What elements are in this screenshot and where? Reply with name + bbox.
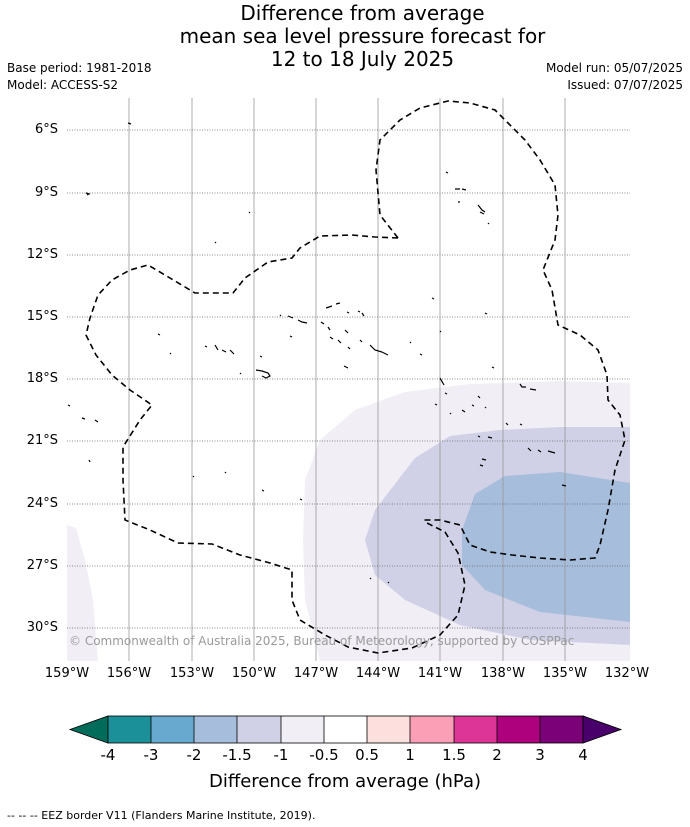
chart-title: Difference from average mean sea level p… <box>0 2 690 71</box>
lon-label-135w: 135°W <box>542 666 588 681</box>
title-line-1: Difference from average <box>240 1 485 25</box>
colorbar-tick: 4 <box>578 746 588 764</box>
lat-label-12s: 12°S <box>26 247 58 262</box>
model-run: Model run: 05/07/2025 <box>545 61 683 75</box>
eez-border <box>85 100 626 654</box>
title-line-3: 12 to 18 July 2025 <box>270 47 455 71</box>
colorbar-title: Difference from average (hPa) <box>208 771 482 792</box>
lon-label-138w: 138°W <box>480 666 526 681</box>
colorbar-tick: 1 <box>405 746 415 764</box>
lat-label-9s: 9°S <box>34 185 58 200</box>
colorbar-tick: -1.5 <box>222 746 252 764</box>
model-name: Model: ACCESS-S2 <box>7 78 119 92</box>
islands <box>67 122 567 584</box>
colorbar-tick: 0.5 <box>355 746 379 764</box>
lat-label-30s: 30°S <box>26 620 58 635</box>
anomaly-region-west <box>67 525 98 661</box>
lat-label-6s: 6°S <box>34 122 58 137</box>
lon-label-132w: 132°W <box>604 666 650 681</box>
anomaly-region-1-5 <box>462 472 630 622</box>
title-line-2: mean sea level pressure forecast for <box>179 24 546 48</box>
lat-label-21s: 21°S <box>26 433 58 448</box>
colorbar-tick: 3 <box>535 746 545 764</box>
colorbar-tick: -4 <box>100 746 116 764</box>
grid <box>128 98 566 661</box>
lon-label-141w: 141°W <box>417 666 463 681</box>
meta-right: Model run: 05/07/2025 Issued: 07/07/2025 <box>546 60 683 94</box>
lat-label-24s: 24°S <box>26 496 58 511</box>
colorbar-tick: -3 <box>143 746 159 764</box>
colorbar-tick: 2 <box>492 746 502 764</box>
lon-label-159w: 159°W <box>44 666 90 681</box>
copyright-note: © Commonwealth of Australia 2025, Bureau… <box>69 634 575 648</box>
base-period: Base period: 1981-2018 <box>7 61 152 75</box>
lon-label-147w: 147°W <box>293 666 339 681</box>
lon-label-144w: 144°W <box>355 666 401 681</box>
lon-label-153w: 153°W <box>169 666 215 681</box>
lat-label-15s: 15°S <box>26 309 58 324</box>
footer-note: -- -- -- EEZ border V11 (Flanders Marine… <box>7 809 316 822</box>
meta-left: Base period: 1981-2018 Model: ACCESS-S2 <box>7 60 152 94</box>
lat-label-18s: 18°S <box>26 371 58 386</box>
issued-date: Issued: 07/07/2025 <box>567 78 683 92</box>
map-area <box>67 381 630 661</box>
colorbar-tick: -1 <box>273 746 289 764</box>
lat-label-27s: 27°S <box>26 558 58 573</box>
lon-label-150w: 150°W <box>231 666 277 681</box>
colorbar-tick: -2 <box>186 746 202 764</box>
colorbar-tick: -0.5 <box>309 746 339 764</box>
colorbar-tick: 1.5 <box>442 746 466 764</box>
lon-label-156w: 156°W <box>106 666 152 681</box>
